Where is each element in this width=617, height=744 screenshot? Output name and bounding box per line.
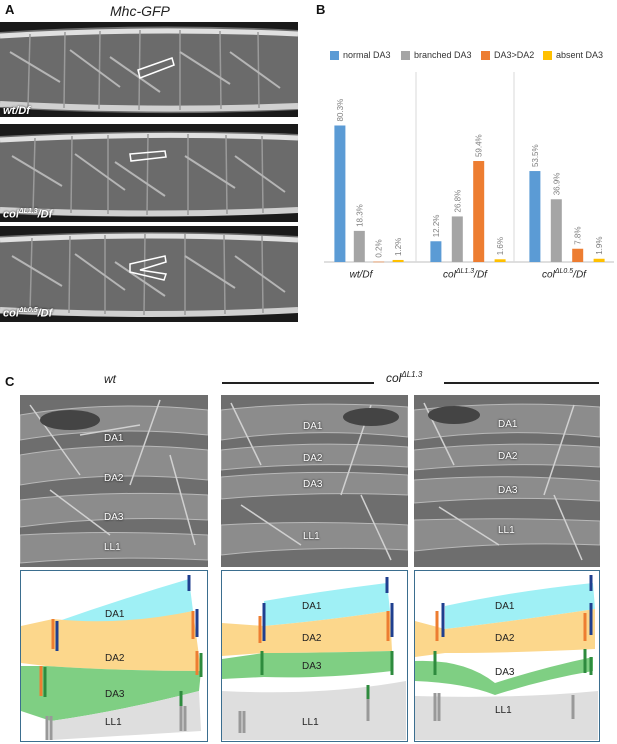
sem-mut2-label-da1: DA1 [498, 419, 518, 430]
micrograph-col-l05: colΔL0.5/Df [0, 226, 298, 322]
sem-wt-label-da2: DA2 [104, 473, 124, 484]
sem-image-mut1: DA1 DA2 DA3 LL1 [221, 395, 408, 567]
diag-wt-label-da3: DA3 [105, 689, 125, 700]
diag-wt-label-da2: DA2 [105, 653, 125, 664]
diag-mut2-label-da3: DA3 [495, 667, 515, 678]
diagram-mut1: DA1 DA2 DA3 LL1 [221, 570, 408, 742]
sem-wt-label-da3: DA3 [104, 512, 124, 523]
data-label-1-0: 12.2% [432, 215, 441, 238]
legend-branched: branched DA3 [401, 50, 472, 60]
data-label-0-3: 1.2% [394, 238, 403, 256]
panel-a-title: Mhc-GFP [110, 3, 170, 19]
sem-image-mut2: DA1 DA2 DA3 LL1 [414, 395, 600, 567]
mut-title: colΔL1.3 [386, 370, 423, 385]
bar-2-1 [550, 199, 562, 262]
category-label-0: wt/Df [349, 269, 373, 281]
diag-mut2-label-da1: DA1 [495, 601, 515, 612]
category-label-2: colΔL0.5/Df [542, 268, 586, 281]
sem-mut1-label-da3: DA3 [303, 479, 323, 490]
diag-wt-label-da1: DA1 [105, 609, 125, 620]
diag-mut1-label-da1: DA1 [302, 601, 322, 612]
sem-mut1-label-ll1: LL1 [303, 531, 320, 542]
sem-mut2-label-da2: DA2 [498, 451, 518, 462]
data-label-1-1: 26.8% [453, 190, 462, 213]
diag-mut1-label-da3: DA3 [302, 661, 322, 672]
mut-title-line-right [444, 382, 599, 384]
legend-swatch-da3da2 [481, 50, 490, 60]
data-label-1-2: 59.4% [475, 134, 484, 157]
mut-title-line-left [222, 382, 374, 384]
panel-b-label: B [316, 2, 326, 17]
bar-2-0 [529, 171, 541, 262]
panel-a-label: A [5, 2, 15, 17]
panel-c-label: C [5, 374, 15, 389]
genotype-label-col-l13: colΔL1.3/Df [3, 208, 53, 221]
data-label-2-3: 1.9% [595, 237, 604, 255]
diagram-wt: DA1 DA2 DA3 LL1 [20, 570, 208, 742]
data-label-0-0: 80.3% [336, 99, 345, 122]
legend-normal: normal DA3 [330, 50, 391, 60]
diag-mut1-label-da2: DA2 [302, 633, 322, 644]
sem-mut2-label-ll1: LL1 [498, 525, 515, 536]
legend-absent: absent DA3 [543, 50, 603, 60]
sem-wt-label-ll1: LL1 [104, 542, 121, 553]
legend-swatch-normal [330, 50, 339, 60]
data-label-0-1: 18.3% [355, 204, 364, 227]
data-label-2-0: 53.5% [531, 144, 540, 167]
diag-wt-label-ll1: LL1 [105, 717, 122, 728]
bar-0-2 [373, 261, 385, 263]
micrograph-wt: wt/Df [0, 22, 298, 117]
bar-1-0 [430, 241, 442, 262]
genotype-label-col-l05: colΔL0.5/Df [3, 307, 53, 320]
legend-swatch-absent [543, 50, 552, 60]
genotype-label-wt: wt/Df [3, 105, 30, 117]
diag-mut2-label-ll1: LL1 [495, 705, 512, 716]
bar-2-3 [593, 258, 605, 262]
bar-0-3 [392, 259, 404, 262]
bar-chart: 80.3% 18.3% 0.2% 1.2% 12.2% 26.8% 59.4% 1.6% 53.… [324, 72, 614, 263]
bar-1-2 [473, 161, 485, 262]
category-label-1: colΔL1.3/Df [443, 268, 487, 281]
sem-wt-label-da1: DA1 [104, 433, 124, 444]
data-label-2-1: 36.9% [552, 173, 561, 196]
data-label-1-3: 1.6% [496, 237, 505, 255]
bar-1-3 [494, 259, 506, 262]
legend-da3da2: DA3>DA2 [481, 50, 534, 60]
micrograph-col-l13: colΔL1.3/Df [0, 124, 298, 222]
data-label-2-2: 7.8% [574, 227, 583, 245]
data-label-0-2: 0.2% [375, 239, 384, 257]
sem-mut1-label-da1: DA1 [303, 421, 323, 432]
sem-image-wt: DA1 DA2 DA3 LL1 [20, 395, 208, 567]
bar-0-1 [353, 230, 365, 262]
diagram-mut2: DA1 DA2 DA3 LL1 [414, 570, 600, 742]
bar-2-2 [572, 248, 584, 262]
legend-swatch-branched [401, 50, 410, 60]
bar-0-0 [334, 125, 346, 262]
bar-1-1 [451, 216, 463, 262]
diag-mut2-label-da2: DA2 [495, 633, 515, 644]
diag-mut1-label-ll1: LL1 [302, 717, 319, 728]
sem-mut1-label-da2: DA2 [303, 453, 323, 464]
wt-title: wt [104, 372, 116, 386]
sem-mut2-label-da3: DA3 [498, 485, 518, 496]
